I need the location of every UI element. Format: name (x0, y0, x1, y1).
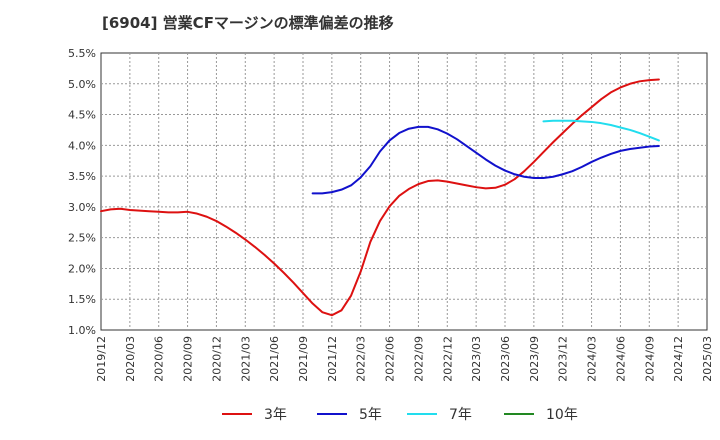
y-tick-label: 1.0% (68, 324, 96, 337)
x-tick-label: 2022/12 (441, 336, 454, 382)
y-tick-label: 4.0% (68, 139, 96, 152)
legend: 3年 5年 7年 10年 (222, 407, 578, 423)
x-tick-label: 2021/12 (326, 336, 339, 382)
x-tick-label: 2020/03 (124, 336, 137, 382)
y-tick-label: 3.5% (68, 170, 96, 183)
chart-title: [6904] 営業CFマージンの標準偏差の推移 (102, 14, 394, 32)
axis-labels: 1.0% 1.5% 2.0% 2.5% 3.0% 3.5% 4.0% 4.5% 5.0% 5.5%… (68, 47, 714, 382)
y-tick-label: 4.5% (68, 109, 96, 122)
y-tick-label: 3.0% (68, 201, 96, 214)
grid-lines (101, 53, 707, 330)
x-tick-label: 2023/12 (557, 336, 570, 382)
x-tick-label: 2024/03 (586, 336, 599, 382)
x-tick-label: 2023/09 (528, 336, 541, 382)
x-tick-label: 2024/06 (614, 336, 627, 382)
legend-label: 5年 (359, 407, 382, 423)
x-tick-label: 2020/06 (153, 336, 166, 382)
x-tick-label: 2023/03 (470, 336, 483, 382)
x-tick-label: 2022/06 (384, 336, 397, 382)
y-tick-label: 5.5% (68, 47, 96, 60)
series-line-3年 (100, 78, 660, 317)
y-tick-label: 2.5% (68, 232, 96, 245)
y-tick-label: 2.0% (68, 262, 96, 275)
legend-label: 3年 (264, 407, 287, 423)
x-tick-label: 2019/12 (95, 336, 108, 382)
series-lines (100, 78, 660, 317)
legend-label: 7年 (449, 407, 472, 423)
x-tick-label: 2024/12 (672, 336, 685, 382)
x-tick-label: 2023/06 (499, 336, 512, 382)
series-line-5年 (311, 125, 660, 195)
x-tick-label: 2020/09 (182, 336, 195, 382)
x-tick-label: 2024/09 (643, 336, 656, 382)
x-tick-label: 2025/03 (701, 336, 714, 382)
x-tick-label: 2020/12 (210, 336, 223, 382)
legend-label: 10年 (546, 407, 578, 423)
x-tick-label: 2022/03 (355, 336, 368, 382)
y-tick-label: 1.5% (68, 293, 96, 306)
x-tick-label: 2022/09 (412, 336, 425, 382)
series-line-7年 (542, 119, 660, 142)
x-tick-label: 2021/03 (239, 336, 252, 382)
y-tick-label: 5.0% (68, 78, 96, 91)
x-tick-label: 2021/09 (297, 336, 310, 382)
x-tick-label: 2021/06 (268, 336, 281, 382)
